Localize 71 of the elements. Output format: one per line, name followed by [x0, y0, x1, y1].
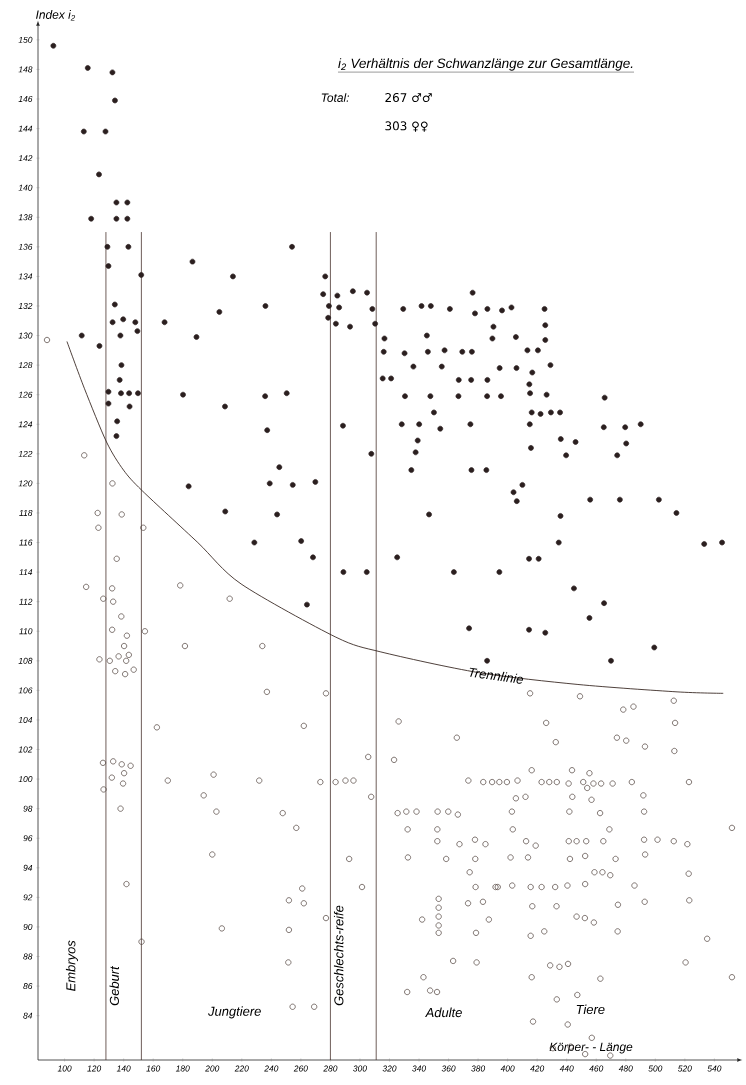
y-tick-label: 96: [23, 835, 33, 842]
y-tick-label: 92: [23, 894, 33, 901]
x-axis-title: Körper- - Länge: [549, 1042, 633, 1054]
annotation: Tiere: [576, 1004, 605, 1015]
x-tick-label: 180: [175, 1065, 190, 1072]
y-tick-label: 88: [23, 953, 33, 960]
x-tick-label: 420: [530, 1065, 545, 1072]
text: i$_{2}$ Verhältnis der Schwanzlänge zur Gesamtlänge.: [338, 58, 633, 71]
y-tick-label: 112: [19, 598, 33, 605]
y-tick-label: 138: [18, 214, 33, 221]
x-tick-label: 400: [500, 1065, 515, 1072]
y-tick-label: 146: [18, 96, 33, 102]
x-tick-label: 160: [146, 1065, 161, 1072]
y-tick-label: 100: [18, 776, 33, 783]
y-tick-label: 136: [18, 243, 33, 250]
y-tick-label: 104: [18, 716, 33, 723]
x-tick-label: 220: [234, 1065, 249, 1072]
annotation: Embryos: [65, 940, 78, 991]
y-tick-label: 142: [18, 155, 33, 162]
y-tick-label: 120: [18, 480, 33, 487]
text: Total:: [321, 93, 350, 102]
x-tick-label: 200: [205, 1065, 220, 1072]
y-tick-label: 106: [18, 687, 33, 694]
y-tick-label: 94: [23, 864, 33, 871]
x-tick-label: 260: [293, 1065, 308, 1072]
x-tick-label: 100: [57, 1065, 72, 1072]
x-tick-label: 520: [677, 1065, 692, 1072]
y-tick-label: 144: [18, 125, 33, 132]
x-tick-label: 240: [264, 1065, 279, 1072]
y-tick-label: 132: [18, 302, 33, 309]
x-tick-label: 340: [412, 1065, 427, 1072]
y-tick-label: 124: [18, 421, 33, 428]
y-tick-label: 108: [18, 657, 33, 664]
y-tick-label: 102: [18, 746, 33, 753]
y-tick-label: 86: [23, 983, 33, 990]
y-tick-label: 134: [18, 273, 33, 280]
annotation: Adulte: [425, 1007, 462, 1018]
y-tick-label: 122: [18, 450, 33, 457]
annotation: 267 ♂♂: [385, 93, 432, 103]
y-tick-label: 126: [18, 391, 33, 398]
y-tick-label: 98: [23, 805, 33, 812]
annotation: Trennlinie: [469, 667, 524, 684]
line-series: [66, 341, 724, 694]
y-tick-label: 150: [18, 36, 33, 43]
x-tick-label: 440: [559, 1065, 574, 1072]
y-axis-title: Index i$_{2}$: [36, 10, 76, 21]
y-tick-label: 148: [18, 66, 33, 73]
x-tick-label: 480: [618, 1065, 633, 1072]
y-tick-label: 118: [19, 509, 33, 516]
y-tick-label: 90: [23, 923, 33, 930]
x-tick-label: 140: [116, 1065, 131, 1072]
x-tick-label: 360: [441, 1065, 456, 1072]
x-tick-label: 540: [707, 1065, 722, 1072]
y-tick-label: 114: [19, 569, 33, 576]
y-tick-label: 110: [19, 628, 33, 635]
x-tick-label: 380: [471, 1065, 486, 1072]
y-tick-label: 130: [18, 332, 33, 339]
x-tick-label: 120: [87, 1065, 102, 1072]
x-tick-label: 280: [323, 1065, 338, 1072]
annotation: 303 ♀♀: [385, 121, 428, 132]
y-tick-label: 140: [18, 184, 33, 191]
x-tick-label: 500: [648, 1065, 663, 1072]
y-tick-label: 128: [18, 362, 33, 369]
x-tick-label: 320: [382, 1065, 397, 1072]
annotation: Jungtiere: [208, 1006, 261, 1019]
y-tick-label: 84: [23, 1012, 33, 1019]
ref-line-label: Geschlechts-reife: [333, 905, 344, 1006]
y-tick-label: 116: [19, 539, 33, 546]
x-tick-label: 300: [353, 1065, 367, 1072]
x-tick-label: 460: [589, 1065, 604, 1072]
ref-line-label: Geburt: [109, 965, 119, 1006]
